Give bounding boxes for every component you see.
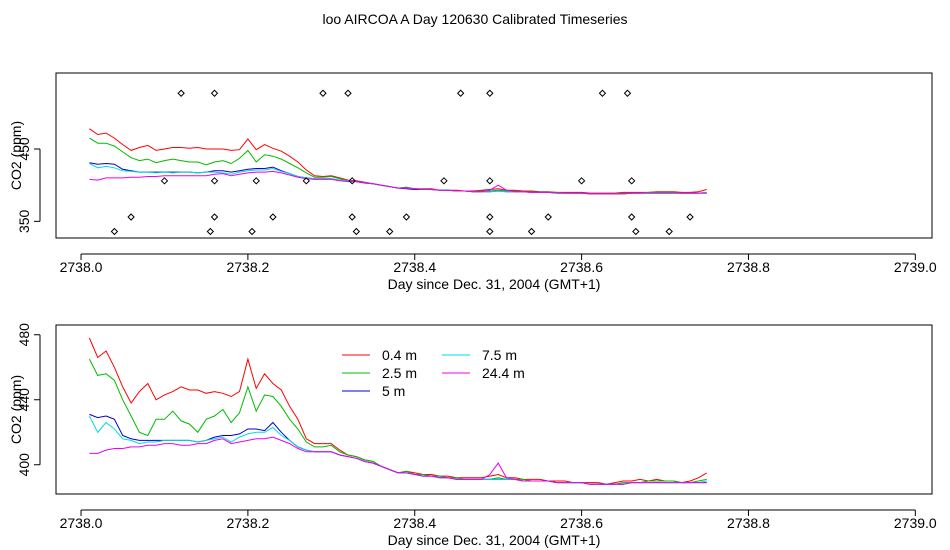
- data-point-marker: [627, 177, 636, 185]
- data-point-marker: [177, 89, 185, 97]
- x-tick-label: 2739.0: [894, 259, 937, 275]
- series-line-24-4-m: [89, 436, 707, 485]
- x-tick-label: 2738.8: [727, 515, 770, 531]
- data-point-marker: [344, 89, 352, 97]
- data-point-marker: [623, 89, 632, 97]
- data-point-marker: [686, 213, 694, 221]
- x-tick-label: 2738.2: [226, 259, 269, 275]
- y-axis-label: CO2 (ppm): [8, 121, 24, 190]
- legend-label: 7.5 m: [482, 347, 517, 363]
- series-line-4: [89, 170, 707, 195]
- series-line-3: [89, 163, 707, 195]
- data-point-marker: [252, 177, 260, 185]
- legend-label: 2.5 m: [382, 365, 417, 381]
- x-tick-label: 2738.6: [560, 259, 603, 275]
- x-tick-label: 2739.0: [894, 515, 937, 531]
- x-tick-label: 2738.4: [393, 515, 436, 531]
- data-point-marker: [456, 89, 465, 97]
- panel-top: 2738.0 2738.2 2738.4 2738.6 2738.8 2739.0 Day …: [8, 72, 937, 292]
- data-point-marker: [210, 177, 219, 185]
- legend-label: 0.4 m: [382, 347, 417, 363]
- data-point-marker: [632, 227, 640, 236]
- y-tick-label: 350: [16, 209, 32, 233]
- data-point-marker: [627, 213, 636, 221]
- data-point-marker: [127, 213, 135, 221]
- series-line-1: [89, 137, 707, 195]
- x-tick-label: 2738.6: [560, 515, 603, 531]
- x-axis-label: Day since Dec. 31, 2004 (GMT+1): [388, 532, 601, 548]
- legend-label: 5 m: [382, 383, 405, 399]
- x-tick-label: 2738.8: [727, 259, 770, 275]
- data-point-marker: [210, 89, 219, 97]
- series-line-5-m: [89, 413, 707, 485]
- x-tick-label: 2738.0: [60, 259, 103, 275]
- data-point-marker: [665, 227, 673, 236]
- series-line-2: [89, 162, 707, 195]
- data-point-marker: [486, 177, 494, 185]
- data-point-marker: [486, 89, 494, 97]
- y-axis-label: CO2 (ppm): [8, 375, 24, 444]
- data-point-marker: [440, 177, 448, 185]
- data-point-marker: [402, 213, 411, 221]
- data-point-marker: [386, 227, 394, 236]
- x-axis-label: Day since Dec. 31, 2004 (GMT+1): [388, 276, 601, 292]
- y-tick-label: 450: [16, 137, 32, 161]
- series-line-7-5-m: [88, 415, 707, 485]
- data-point-marker: [302, 177, 310, 185]
- plot-frame: [55, 72, 933, 239]
- legend-label: 24.4 m: [482, 365, 525, 381]
- x-tick-label: 2738.4: [393, 259, 436, 275]
- panel-bottom: 2738.0 2738.2 2738.4 2738.6 2738.8 2739.0 Day …: [8, 323, 937, 548]
- data-point-marker: [352, 227, 361, 236]
- legend: 0.4 m 2.5 m 5 m 7.5 m 24.4 m: [342, 347, 525, 399]
- y-tick-label: 400: [16, 453, 32, 477]
- data-point-marker: [269, 213, 277, 221]
- data-point-marker: [110, 227, 119, 236]
- data-point-marker: [319, 89, 327, 97]
- data-point-marker: [348, 177, 356, 185]
- data-point-marker: [486, 213, 494, 221]
- y-tick-label: 480: [16, 323, 32, 347]
- data-point-marker: [598, 89, 607, 97]
- data-point-marker: [206, 227, 215, 236]
- y-tick-label: 440: [16, 388, 32, 412]
- chart-title: loo AIRCOA A Day 120630 Calibrated Times…: [322, 11, 628, 27]
- data-point-marker: [486, 227, 494, 236]
- data-point-marker: [348, 213, 356, 221]
- data-point-marker: [160, 177, 169, 185]
- data-point-marker: [544, 213, 552, 221]
- data-point-marker: [210, 213, 219, 221]
- x-tick-label: 2738.2: [226, 515, 269, 531]
- data-point-marker: [248, 227, 256, 236]
- data-point-marker: [577, 177, 586, 185]
- data-point-marker: [527, 227, 536, 236]
- plot-frame: [55, 324, 933, 495]
- x-tick-label: 2738.0: [60, 515, 103, 531]
